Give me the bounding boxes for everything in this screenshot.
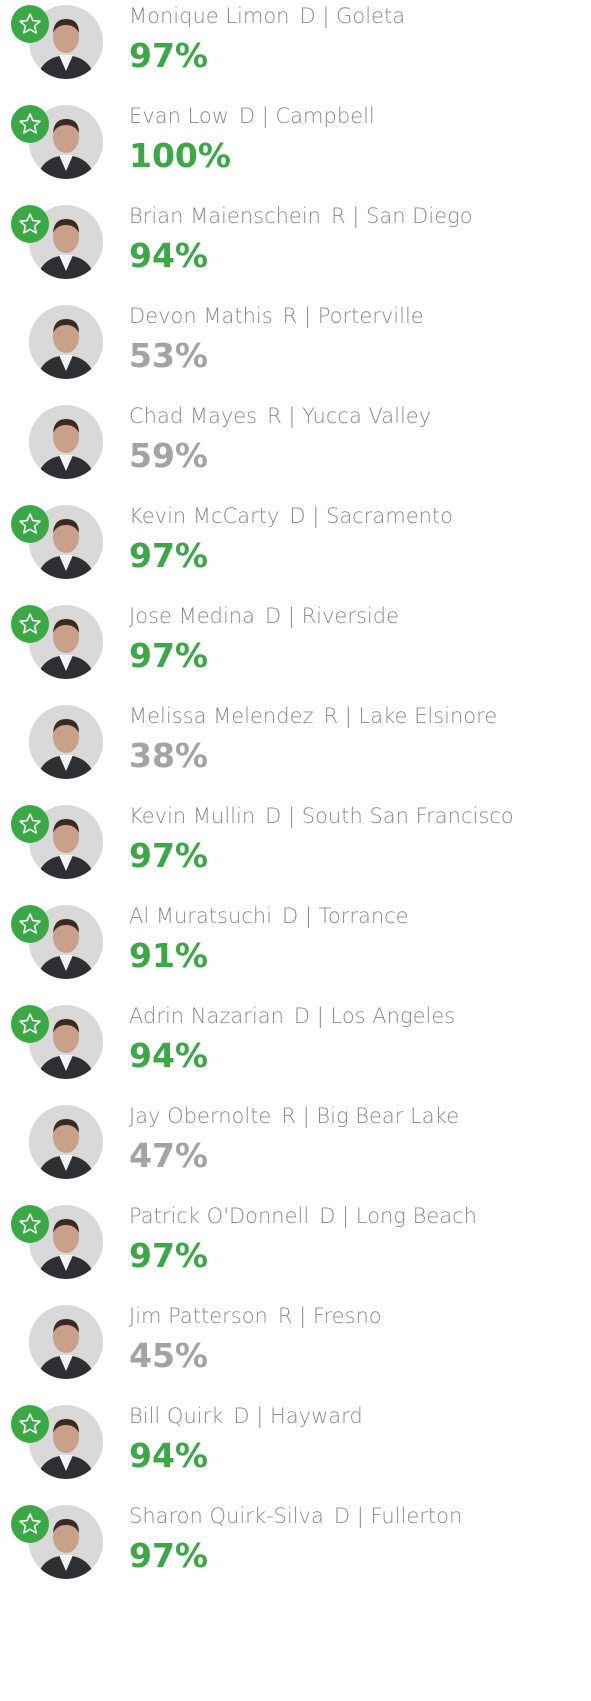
member-score: 97% (129, 836, 208, 875)
member-name-line: Patrick O'Donnell D | Long Beach (129, 1204, 477, 1228)
member-affiliation: D | Sacramento (289, 504, 453, 528)
member-name: Sharon Quirk-Silva (129, 1504, 324, 1528)
star-badge (11, 1405, 49, 1443)
star-badge (11, 5, 49, 43)
star-badge (11, 1005, 49, 1043)
member-name-line: Jay Obernolte R | Big Bear Lake (129, 1104, 459, 1128)
member-score: 53% (129, 336, 208, 375)
member-name: Brian Maienschein (129, 204, 321, 228)
member-name-line: Jim Patterson R | Fresno (129, 1304, 382, 1328)
star-badge (11, 905, 49, 943)
member-name: Melissa Melendez (129, 704, 314, 728)
member-row: Adrin Nazarian D | Los Angeles 94% (0, 1000, 591, 1100)
member-affiliation: D | Los Angeles (294, 1004, 455, 1028)
member-name-line: Jose Medina D | Riverside (129, 604, 399, 628)
member-affiliation: R | Yucca Valley (267, 404, 431, 428)
member-row: Devon Mathis R | Porterville 53% (0, 300, 591, 400)
member-name-line: Chad Mayes R | Yucca Valley (129, 404, 431, 428)
member-name: Monique Limon (129, 4, 290, 28)
member-name-line: Devon Mathis R | Porterville (129, 304, 424, 328)
star-badge (11, 1205, 49, 1243)
member-row: Jay Obernolte R | Big Bear Lake 47% (0, 1100, 591, 1200)
member-score: 38% (129, 736, 208, 775)
member-row: Jose Medina D | Riverside 97% (0, 600, 591, 700)
member-affiliation: D | Hayward (233, 1404, 362, 1428)
member-row: Al Muratsuchi D | Torrance 91% (0, 900, 591, 1000)
member-affiliation: D | Long Beach (319, 1204, 477, 1228)
member-score: 45% (129, 1336, 208, 1375)
member-row: Chad Mayes R | Yucca Valley 59% (0, 400, 591, 500)
member-name-line: Melissa Melendez R | Lake Elsinore (129, 704, 497, 728)
member-name: Devon Mathis (129, 304, 273, 328)
member-name: Kevin McCarty (129, 504, 279, 528)
member-name-line: Adrin Nazarian D | Los Angeles (129, 1004, 455, 1028)
member-name-line: Kevin McCarty D | Sacramento (129, 504, 453, 528)
member-affiliation: R | Fresno (278, 1304, 382, 1328)
member-score: 94% (129, 1436, 208, 1475)
avatar (29, 1105, 103, 1179)
member-name-line: Al Muratsuchi D | Torrance (129, 904, 409, 928)
member-name-line: Bill Quirk D | Hayward (129, 1404, 363, 1428)
member-row: Sharon Quirk-Silva D | Fullerton 97% (0, 1500, 591, 1600)
member-name-line: Monique Limon D | Goleta (129, 4, 405, 28)
member-name-line: Brian Maienschein R | San Diego (129, 204, 473, 228)
member-name: Kevin Mullin (129, 804, 255, 828)
member-affiliation: R | San Diego (331, 204, 473, 228)
member-name: Al Muratsuchi (129, 904, 272, 928)
member-score: 97% (129, 36, 208, 75)
member-score: 47% (129, 1136, 208, 1175)
member-row: Jim Patterson R | Fresno 45% (0, 1300, 591, 1400)
member-name-line: Evan Low D | Campbell (129, 104, 375, 128)
member-name: Evan Low (129, 104, 229, 128)
member-row: Kevin McCarty D | Sacramento 97% (0, 500, 591, 600)
member-name: Bill Quirk (129, 1404, 223, 1428)
member-row: Brian Maienschein R | San Diego 94% (0, 200, 591, 300)
member-affiliation: R | Big Bear Lake (281, 1104, 459, 1128)
member-score: 59% (129, 436, 208, 475)
member-affiliation: D | Campbell (239, 104, 375, 128)
member-row: Bill Quirk D | Hayward 94% (0, 1400, 591, 1500)
member-name: Jose Medina (129, 604, 255, 628)
member-score: 94% (129, 236, 208, 275)
member-affiliation: R | Lake Elsinore (324, 704, 498, 728)
star-badge (11, 205, 49, 243)
member-affiliation: D | Goleta (300, 4, 406, 28)
member-row: Monique Limon D | Goleta 97% (0, 0, 591, 100)
member-affiliation: D | Riverside (265, 604, 399, 628)
member-list: Monique Limon D | Goleta 97% Evan Low D | C… (0, 0, 591, 1701)
member-affiliation: R | Porterville (283, 304, 424, 328)
member-name: Jay Obernolte (129, 1104, 271, 1128)
member-affiliation: D | Torrance (282, 904, 409, 928)
avatar (29, 1305, 103, 1379)
member-score: 97% (129, 636, 208, 675)
member-name: Chad Mayes (129, 404, 257, 428)
member-score: 100% (129, 136, 231, 175)
star-badge (11, 505, 49, 543)
member-row: Evan Low D | Campbell 100% (0, 100, 591, 200)
member-score: 91% (129, 936, 208, 975)
member-affiliation: D | Fullerton (334, 1504, 462, 1528)
member-score: 97% (129, 1536, 208, 1575)
member-score: 94% (129, 1036, 208, 1075)
member-name-line: Kevin Mullin D | South San Francisco (129, 804, 514, 828)
member-row: Patrick O'Donnell D | Long Beach 97% (0, 1200, 591, 1300)
avatar (29, 705, 103, 779)
member-score: 97% (129, 1236, 208, 1275)
avatar (29, 305, 103, 379)
star-badge (11, 605, 49, 643)
avatar (29, 405, 103, 479)
star-badge (11, 1505, 49, 1543)
member-affiliation: D | South San Francisco (265, 804, 514, 828)
member-name: Adrin Nazarian (129, 1004, 284, 1028)
member-score: 97% (129, 536, 208, 575)
member-name: Patrick O'Donnell (129, 1204, 309, 1228)
star-badge (11, 805, 49, 843)
member-name-line: Sharon Quirk-Silva D | Fullerton (129, 1504, 462, 1528)
member-row: Kevin Mullin D | South San Francisco 97% (0, 800, 591, 900)
star-badge (11, 105, 49, 143)
member-name: Jim Patterson (129, 1304, 268, 1328)
member-row: Melissa Melendez R | Lake Elsinore 38% (0, 700, 591, 800)
